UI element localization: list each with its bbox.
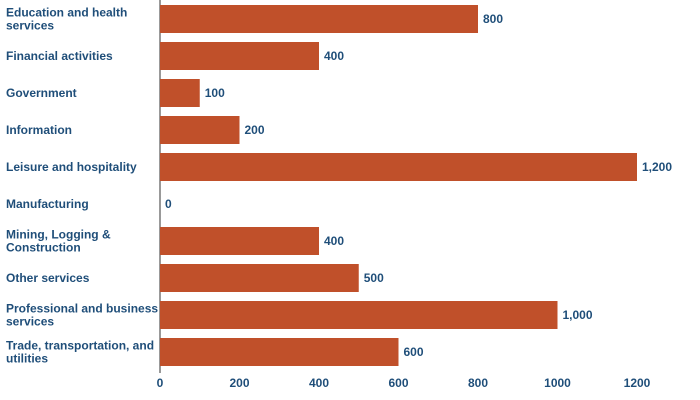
bar-3 xyxy=(160,79,200,107)
value-label-4: 200 xyxy=(245,123,265,137)
category-label-3: Government xyxy=(6,86,77,100)
value-label-5: 1,200 xyxy=(642,160,672,174)
category-label-10: Trade, transportation, and utilities xyxy=(6,339,154,366)
bar-5 xyxy=(160,153,637,181)
value-label-10: 600 xyxy=(404,345,424,359)
category-label-7: Mining, Logging & Construction xyxy=(6,228,111,255)
bar-1 xyxy=(160,5,478,33)
x-tick-label-0: 0 xyxy=(157,376,164,390)
value-label-7: 400 xyxy=(324,234,344,248)
x-tick-label-800: 800 xyxy=(468,376,488,390)
value-label-8: 500 xyxy=(364,271,384,285)
value-label-3: 100 xyxy=(205,86,225,100)
x-tick-label-1000: 1000 xyxy=(544,376,571,390)
category-label-5: Leisure and hospitality xyxy=(6,160,137,174)
category-label-6: Manufacturing xyxy=(6,197,89,211)
category-label-1: Education and health services xyxy=(6,6,127,33)
bar-8 xyxy=(160,264,359,292)
bar-10 xyxy=(160,338,399,366)
bar-9 xyxy=(160,301,558,329)
bar-7 xyxy=(160,227,319,255)
value-label-1: 800 xyxy=(483,12,503,26)
x-tick-label-400: 400 xyxy=(309,376,329,390)
bar-4 xyxy=(160,116,240,144)
x-tick-label-600: 600 xyxy=(388,376,408,390)
value-label-2: 400 xyxy=(324,49,344,63)
category-label-2: Financial activities xyxy=(6,49,113,63)
x-tick-label-1200: 1200 xyxy=(624,376,651,390)
category-label-9: Professional and business services xyxy=(6,302,158,329)
category-label-4: Information xyxy=(6,123,72,137)
value-label-9: 1,000 xyxy=(563,308,593,322)
value-label-6: 0 xyxy=(165,197,172,211)
x-tick-label-200: 200 xyxy=(229,376,249,390)
category-label-8: Other services xyxy=(6,271,90,285)
bar-2 xyxy=(160,42,319,70)
